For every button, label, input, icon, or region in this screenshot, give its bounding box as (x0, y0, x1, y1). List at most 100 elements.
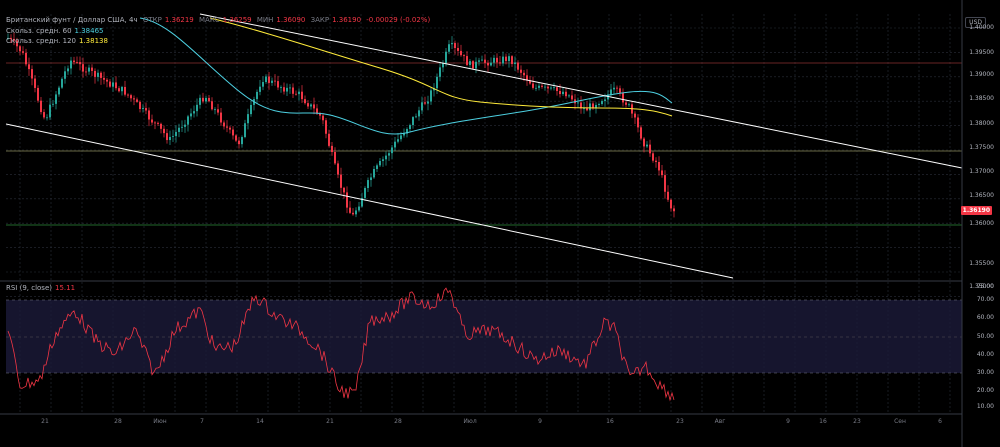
candle-body (664, 175, 666, 192)
time-tick-label: 14 (256, 418, 264, 425)
candle-body (322, 115, 324, 121)
candle-body (214, 109, 216, 111)
candle-body (286, 87, 288, 92)
candle-body (484, 59, 486, 63)
candle-body (649, 144, 651, 154)
candle-body (277, 81, 279, 88)
candle-body (547, 86, 549, 89)
candle-body (583, 108, 585, 110)
time-tick-label: 21 (41, 418, 49, 425)
time-tick-label: 23 (676, 418, 684, 425)
candle-body (580, 102, 582, 109)
candle-body (265, 76, 267, 83)
candle-body (415, 116, 417, 118)
time-tick-label: 9 (786, 418, 790, 425)
candle-body (148, 110, 150, 120)
candle-body (403, 133, 405, 136)
rsi-tick-label: 40.00 (976, 351, 994, 358)
candle-body (121, 86, 123, 92)
rsi-legend[interactable]: RSI (9, close) 15.11 (6, 284, 76, 292)
close-value: 1.36190 (332, 16, 362, 24)
candle-body (16, 40, 18, 47)
candle-body (313, 104, 315, 109)
candle-body (634, 113, 636, 118)
candle-body (490, 62, 492, 66)
candle-body (64, 71, 66, 79)
candle-body (430, 90, 432, 102)
candle-body (628, 104, 630, 106)
candle-body (199, 97, 201, 105)
candle-body (262, 82, 264, 87)
candle-body (340, 174, 342, 188)
candle-body (514, 62, 516, 64)
candle-body (100, 72, 102, 78)
candle-body (367, 180, 369, 189)
price-tick-label: 1.35000 (969, 283, 994, 290)
candle-body (127, 94, 129, 96)
candle-body (523, 72, 525, 76)
ma120-legend[interactable]: Скольз. средн. 120 1.38138 (6, 37, 108, 45)
candle-body (394, 141, 396, 148)
candle-body (46, 117, 48, 119)
time-tick-label: Авг (714, 418, 726, 425)
candle-body (88, 67, 90, 72)
candle-body (40, 100, 42, 113)
candle-body (460, 50, 462, 56)
candle-body (178, 127, 180, 132)
candle-body (445, 51, 447, 64)
candle-body (505, 56, 507, 62)
candle-body (250, 104, 252, 115)
time-tick-label: 6 (938, 418, 942, 425)
candle-body (544, 86, 546, 88)
candle-body (67, 68, 69, 72)
candle-body (556, 87, 558, 92)
currency-button[interactable]: USD (965, 17, 986, 28)
candle-body (373, 168, 375, 178)
time-tick-label: Сен (894, 418, 906, 425)
candle-body (169, 136, 171, 141)
candle-body (601, 101, 603, 105)
low-value: 1.36090 (276, 16, 306, 24)
candle-body (43, 112, 45, 118)
candle-body (529, 80, 531, 84)
candle-body (610, 89, 612, 95)
candle-body (319, 113, 321, 116)
candle-body (433, 88, 435, 91)
candle-body (655, 160, 657, 163)
candle-body (70, 60, 72, 69)
candle-body (316, 108, 318, 114)
candle-body (25, 52, 27, 65)
time-tick-label: 9 (538, 418, 542, 425)
price-tick-label: 1.40000 (969, 24, 994, 31)
candle-body (625, 102, 627, 105)
candle-body (424, 102, 426, 104)
candle-body (244, 123, 246, 138)
rsi-band (6, 300, 962, 373)
candle-body (28, 64, 30, 70)
candle-body (97, 72, 99, 77)
candle-body (487, 62, 489, 66)
candle-body (238, 140, 240, 145)
candle-body (145, 108, 147, 111)
candle-body (598, 104, 600, 105)
candle-body (325, 120, 327, 134)
candle-body (400, 135, 402, 140)
candle-body (376, 165, 378, 169)
candle-body (481, 59, 483, 61)
candle-body (94, 70, 96, 77)
candle-body (76, 62, 78, 63)
candle-body (586, 108, 588, 111)
ma60-value: 1.38465 (74, 27, 104, 35)
candle-body (229, 127, 231, 130)
rsi-tick-label: 20.00 (976, 387, 994, 394)
candle-body (55, 94, 57, 104)
time-tick-label: 16 (606, 418, 614, 425)
ma60-legend[interactable]: Скольз. средн. 60 1.38465 (6, 27, 104, 35)
candle-body (652, 153, 654, 161)
rsi-value: 15.11 (55, 284, 76, 292)
candle-body (613, 87, 615, 90)
candle-body (454, 43, 456, 48)
candle-body (568, 95, 570, 97)
candle-body (292, 87, 294, 94)
